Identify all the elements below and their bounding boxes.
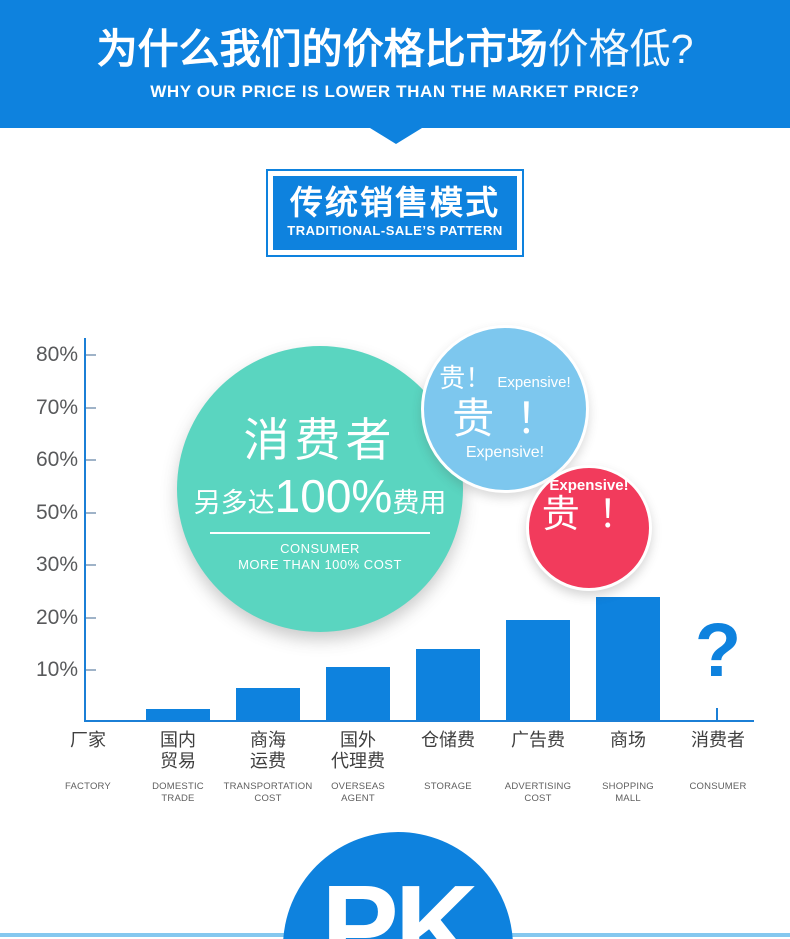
expensive-red-cn-big: 贵 ！ <box>541 494 637 536</box>
y-tick-label: 10% <box>35 658 78 681</box>
bar-advertising-cost <box>506 620 570 720</box>
y-tick-label: 70% <box>35 395 78 419</box>
category-label-cn: 广告费 <box>492 730 584 751</box>
arrow-down-icon <box>370 128 422 144</box>
expensive-blue-cn-small: 贵！ <box>439 363 492 393</box>
category-label-cn-line: 广告费 <box>511 730 565 750</box>
category-label-en-line: CONSUMER <box>689 781 747 792</box>
category-label-cn-line: 代理费 <box>331 751 385 771</box>
page-title-light: 价格低? <box>547 26 694 72</box>
y-tick-mark <box>86 616 96 619</box>
category-label-cn: 国内 贸易 <box>132 730 224 772</box>
category-label-cn-line: 厂家 <box>70 730 106 750</box>
consumer-cost-value: 100% <box>274 469 393 522</box>
category-label-en: CONSUMER <box>670 781 766 793</box>
pattern-box-title: 传统销售模式 <box>290 184 500 221</box>
category-label-en: STORAGE <box>400 781 496 793</box>
category-label-cn: 国外 代理费 <box>312 730 404 772</box>
category-label-cn-line: 运费 <box>250 751 286 771</box>
category-label-en-line: SHOPPING <box>602 781 654 792</box>
category-label-en-line: COST <box>254 793 282 804</box>
category-label-cn: 消费者 <box>672 730 764 751</box>
bar-storage <box>416 649 480 720</box>
category-label-en: SHOPPING MALL <box>580 781 676 805</box>
y-tick-label: 30% <box>35 553 78 576</box>
category-label-cn: 仓储费 <box>402 730 494 751</box>
category-label-cn-line: 仓储费 <box>421 730 475 750</box>
pattern-box: 传统销售模式 TRADITIONAL-SALE’S PATTERN <box>266 169 524 257</box>
page-subtitle: WHY OUR PRICE IS LOWER THAN THE MARKET P… <box>150 82 640 102</box>
category-label-cn: 厂家 <box>42 730 134 751</box>
bar-domestic-trade <box>146 709 210 720</box>
y-tick-mark <box>86 564 96 566</box>
expensive-blue-cn-big: 贵 ！ <box>452 395 558 442</box>
category-label-en-line: FACTORY <box>65 781 111 792</box>
consumer-question-mark: ? <box>694 608 742 693</box>
x-axis-line <box>84 720 754 722</box>
category-label-en-line: STORAGE <box>424 781 472 792</box>
y-tick-mark <box>86 406 96 409</box>
bar-overseas-agent <box>326 667 390 720</box>
category-label-cn-line: 消费者 <box>691 730 745 750</box>
y-axis-line <box>84 338 86 722</box>
category-label-en-line: AGENT <box>341 793 375 804</box>
consumer-cost-en-line1: CONSUMER <box>280 540 360 556</box>
pattern-box-subtitle: TRADITIONAL-SALE’S PATTERN <box>287 222 503 238</box>
category-label-en: ADVERTISING COST <box>490 781 586 805</box>
consumer-cost-bubble-line2: 另多达 100% 费用 <box>177 469 463 523</box>
category-label-en-line: COST <box>524 793 552 804</box>
consumer-cost-bubble: 消费者 另多达 100% 费用 CONSUMER MORE THAN 100% CO… <box>177 346 463 632</box>
consumer-tick-mark <box>716 708 718 720</box>
category-label-cn: 商海 运费 <box>222 730 314 772</box>
expensive-blue-en-small: Expensive! <box>497 374 571 391</box>
category-label-en: FACTORY <box>40 781 136 793</box>
expensive-blue-row1: 贵！ Expensive! <box>424 328 586 395</box>
category-label-en-line: MALL <box>615 793 641 804</box>
expensive-bubble-blue: 贵！ Expensive! 贵 ！ Expensive! <box>421 325 589 493</box>
consumer-cost-prefix: 另多达 <box>193 487 275 518</box>
category-label-en-line: DOMESTIC <box>152 781 204 792</box>
category-label-cn-line: 商海 <box>250 730 286 750</box>
category-label-en-line: TRANSPORTATION <box>223 781 313 792</box>
y-tick-label: 60% <box>35 448 78 471</box>
bar-shopping-mall <box>596 597 660 720</box>
consumer-cost-suffix: 费用 <box>392 487 447 518</box>
y-tick-mark <box>86 511 96 514</box>
pk-badge: PK <box>283 832 513 939</box>
header-banner: 为什么我们的价格比市场价格低? WHY OUR PRICE IS LOWER T… <box>0 0 790 128</box>
category-label-en-line: TRADE <box>161 793 195 804</box>
expensive-blue-en-bottom: Expensive! <box>465 444 545 462</box>
consumer-cost-divider <box>210 531 430 534</box>
pattern-box-inner: 传统销售模式 TRADITIONAL-SALE’S PATTERN <box>273 176 517 250</box>
category-label-cn-line: 商场 <box>610 730 646 750</box>
category-label-cn-line: 国内 <box>160 730 196 750</box>
y-tick-label: 80% <box>35 343 78 366</box>
expensive-red-en: Expensive! <box>549 477 629 494</box>
pk-badge-label: PK <box>321 861 478 939</box>
page-title: 为什么我们的价格比市场价格低? <box>0 26 790 73</box>
category-label-en: TRANSPORTATION COST <box>220 781 316 805</box>
category-label-cn-line: 贸易 <box>160 751 196 771</box>
page-title-bold: 为什么我们的价格比市场 <box>96 26 548 72</box>
category-label-en-line: ADVERTISING <box>504 781 572 792</box>
consumer-cost-en-line2: MORE THAN 100% COST <box>238 556 402 572</box>
y-tick-label: 50% <box>35 500 78 524</box>
category-label-cn-line: 国外 <box>340 730 376 750</box>
y-tick-label: 20% <box>35 605 78 629</box>
consumer-cost-bubble-title: 消费者 <box>243 414 397 466</box>
bar-transportation-cost <box>236 688 300 720</box>
category-label-en: OVERSEAS AGENT <box>310 781 406 805</box>
category-label-en: DOMESTIC TRADE <box>130 781 226 805</box>
y-tick-mark <box>86 459 96 461</box>
category-label-en-line: OVERSEAS <box>331 781 385 792</box>
y-tick-mark <box>86 669 96 671</box>
expensive-bubble-red: Expensive! 贵 ！ <box>526 465 652 591</box>
category-label-cn: 商场 <box>582 730 674 751</box>
y-tick-mark <box>86 354 96 356</box>
